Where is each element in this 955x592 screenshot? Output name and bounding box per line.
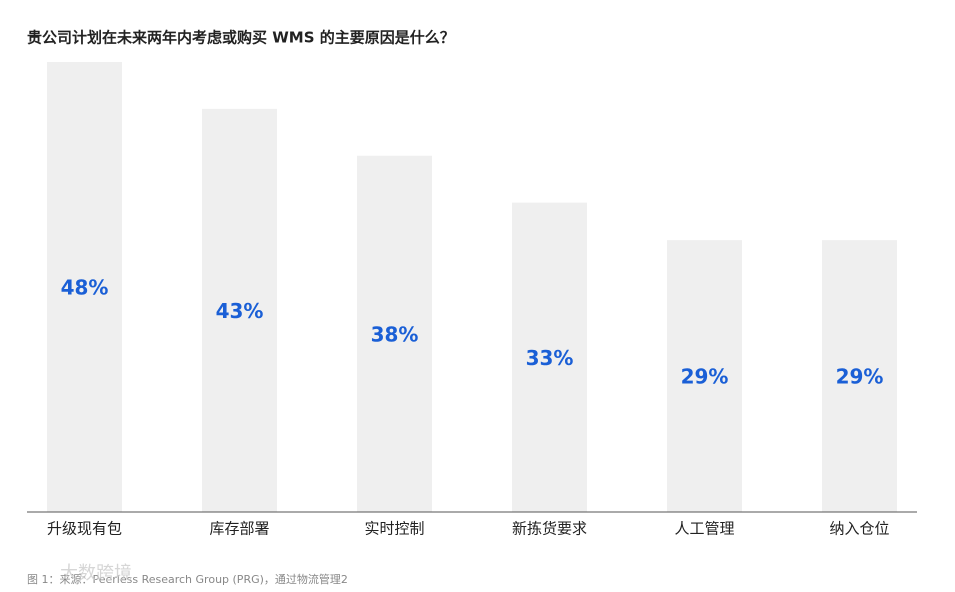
bar	[512, 202, 587, 512]
chart-title: 贵公司计划在未来两年内考虑或购买 WMS 的主要原因是什么？	[27, 29, 455, 47]
footnote: 图 1：来源：Peerless Research Group (PRG)，通过物…	[27, 572, 348, 586]
bar	[202, 108, 277, 512]
bar	[667, 240, 742, 512]
bar	[822, 240, 897, 512]
value-label: 48%	[61, 276, 109, 300]
value-label: 43%	[216, 299, 264, 323]
value-label: 29%	[836, 365, 884, 389]
x-tick-label: 人工管理	[674, 520, 734, 538]
x-tick-label: 新拣货要求	[512, 520, 587, 538]
value-label: 33%	[526, 346, 574, 370]
value-label: 29%	[681, 365, 729, 389]
bar	[357, 155, 432, 512]
bar	[47, 62, 122, 512]
watermark: 大数跨境	[60, 563, 132, 584]
x-tick-label: 库存部署	[209, 520, 269, 538]
x-tick-label: 实时控制	[364, 520, 424, 538]
x-tick-label: 纳入仓位	[829, 520, 889, 538]
value-label: 38%	[371, 322, 419, 346]
x-tick-label: 升级现有包	[47, 520, 122, 538]
